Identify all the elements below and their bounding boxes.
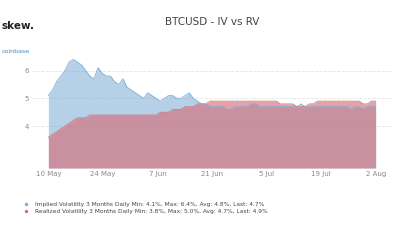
Title: BTCUSD - IV vs RV: BTCUSD - IV vs RV bbox=[165, 17, 259, 27]
Text: skew.: skew. bbox=[2, 21, 35, 31]
Legend: Implied Volatility 3 Months Daily Min: 4.1%, Max: 6.4%, Avg: 4.8%, Last: 4.7%, R: Implied Volatility 3 Months Daily Min: 4… bbox=[20, 202, 267, 214]
Text: coinbase: coinbase bbox=[2, 49, 30, 54]
